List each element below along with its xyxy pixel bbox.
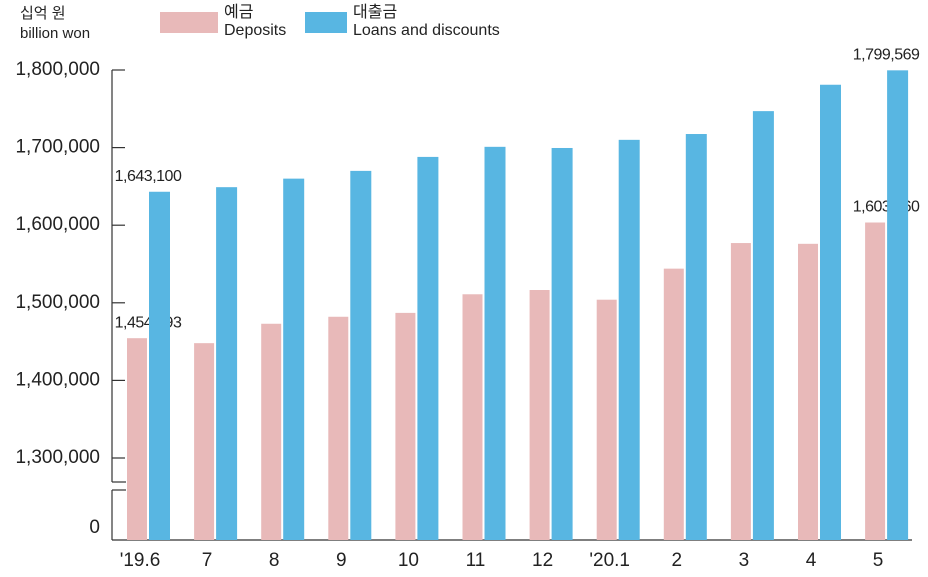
- bar: [127, 338, 147, 540]
- bar: [261, 323, 282, 540]
- bar: [730, 243, 751, 540]
- unit-ko: 십억 원: [20, 5, 66, 22]
- value-label: 1,454,393: [115, 314, 182, 331]
- legend-label: Loans and discounts: [353, 22, 500, 39]
- y-tick-label: 1,400,000: [15, 369, 100, 390]
- x-tick-label: 12: [532, 550, 553, 571]
- y-tick-label: 1,800,000: [15, 59, 100, 80]
- bar: [529, 289, 550, 540]
- y-tick-label: 1,300,000: [15, 447, 100, 468]
- y-tick-label: 1,500,000: [15, 292, 100, 313]
- x-tick-label: 3: [739, 550, 750, 571]
- bar: [149, 191, 170, 540]
- legend-label: Deposits: [224, 22, 286, 39]
- bar: [865, 222, 886, 540]
- bar: [194, 343, 215, 540]
- y-tick-label: 1,700,000: [15, 137, 100, 158]
- bar: [395, 312, 416, 540]
- bar: [887, 70, 909, 540]
- bar: [596, 299, 617, 540]
- x-tick-label: 8: [269, 550, 280, 571]
- bar: [462, 294, 483, 540]
- x-tick-label: '20.1: [589, 550, 630, 571]
- legend-label: 예금: [224, 3, 253, 21]
- bar: [798, 243, 818, 540]
- bar: [216, 187, 238, 540]
- bar: [752, 111, 774, 541]
- bar: [618, 139, 640, 540]
- value-label: 1,643,100: [115, 168, 182, 185]
- x-tick-label: 7: [202, 550, 213, 571]
- bar: [685, 134, 707, 540]
- legend-swatch: [305, 12, 347, 33]
- bar: [820, 84, 841, 540]
- bar: [328, 316, 349, 540]
- x-tick-label: 5: [873, 550, 884, 571]
- bar: [663, 268, 684, 540]
- bar: [417, 156, 439, 541]
- value-label: 1,603,460: [853, 199, 920, 216]
- bar: [350, 170, 372, 540]
- legend-swatch: [160, 12, 218, 33]
- bar: [551, 147, 573, 540]
- x-tick-label: 11: [466, 550, 486, 571]
- x-tick-label: 9: [336, 550, 347, 571]
- bar: [484, 146, 506, 540]
- x-tick-label: '19.6: [120, 550, 161, 571]
- x-tick-label: 10: [398, 550, 419, 571]
- y-tick-label: 0: [89, 517, 100, 538]
- unit-en: billion won: [20, 25, 90, 42]
- x-tick-label: 4: [806, 550, 817, 571]
- value-label: 1,799,569: [853, 47, 920, 64]
- legend-label: 대출금: [353, 3, 397, 21]
- bar: [283, 178, 305, 540]
- x-tick-label: 2: [672, 550, 683, 571]
- y-tick-label: 1,600,000: [15, 214, 100, 235]
